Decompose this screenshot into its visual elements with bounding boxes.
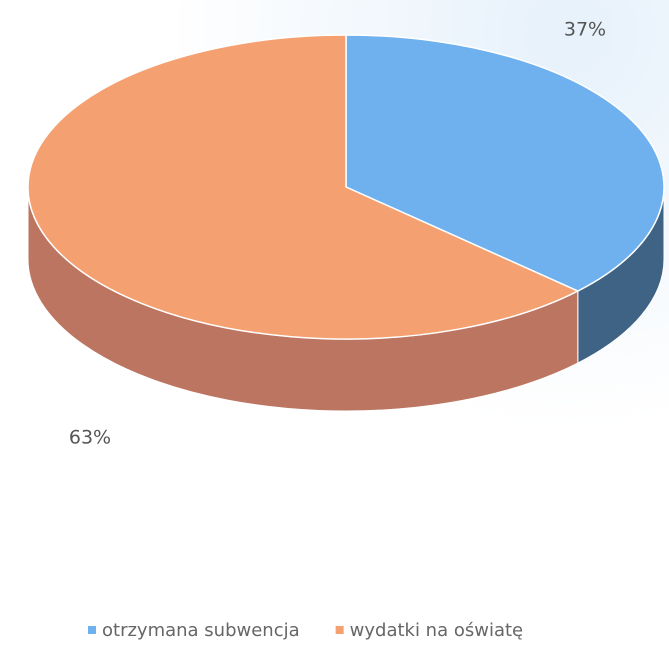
legend-swatch — [88, 626, 96, 634]
pie-slice — [27, 34, 580, 340]
pie-tops — [27, 34, 665, 340]
legend: otrzymana subwencja wydatki na oświatę — [88, 620, 523, 641]
data-label: 37% — [564, 19, 606, 41]
legend-label: otrzymana subwencja — [102, 620, 300, 641]
legend-swatch — [335, 626, 344, 634]
labels: 37% 63% — [69, 19, 606, 449]
pie-slice — [345, 34, 665, 292]
legend-label: wydatki na oświatę — [350, 620, 523, 641]
data-label: 63% — [69, 427, 111, 449]
